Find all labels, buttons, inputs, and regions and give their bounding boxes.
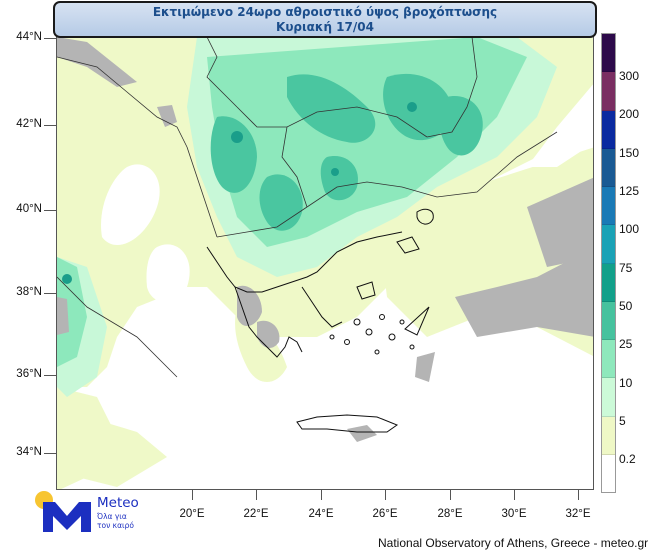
map-title-box: Εκτιμώμενο 24ωρο αθροιστικό ύψος βροχόπτ…: [53, 1, 597, 38]
colorbar-segment-gt300: [602, 34, 615, 73]
lon-tick-32: [578, 490, 579, 500]
lat-tick-40: [44, 210, 56, 211]
map-title: Εκτιμώμενο 24ωρο αθροιστικό ύψος βροχόπτ…: [152, 5, 498, 19]
lat-tick-34: [44, 453, 56, 454]
lon-tick-24: [321, 490, 322, 500]
precipitation-map: [56, 36, 594, 490]
lon-label-26: 26°E: [372, 508, 398, 520]
lat-label-34: 34°N: [16, 446, 42, 458]
colorbar-label-100: 100: [619, 222, 640, 236]
lon-tick-28: [450, 490, 451, 500]
colorbar-segment-25-50: [602, 301, 615, 340]
colorbar-label-0.2: 0.2: [619, 452, 636, 466]
logo-tagline: Όλα για τον καιρό: [97, 512, 134, 530]
lon-label-22: 22°E: [243, 508, 269, 520]
logo-brand: Meteo: [97, 495, 139, 511]
colorbar-label-200: 200: [619, 107, 640, 121]
logo-tagline-line1: Όλα για: [97, 512, 127, 521]
lon-label-30: 30°E: [501, 508, 527, 520]
colorbar-label-50: 50: [619, 299, 633, 313]
footer-credit: National Observatory of Athens, Greece -…: [378, 536, 649, 550]
lat-tick-42: [44, 125, 56, 126]
lat-label-40: 40°N: [16, 203, 42, 215]
colorbar-label-75: 75: [619, 261, 633, 275]
lon-label-24: 24°E: [308, 508, 334, 520]
colorbar-segment-10-25: [602, 340, 615, 379]
colorbar-segment-50-75: [602, 263, 615, 302]
colorbar-label-125: 125: [619, 184, 640, 198]
logo-tagline-line2: τον καιρό: [97, 521, 134, 530]
colorbar-label-25: 25: [619, 337, 633, 351]
colorbar-segment-125-150: [602, 148, 615, 187]
lon-label-32: 32°E: [565, 508, 591, 520]
lon-tick-22: [256, 490, 257, 500]
lat-label-38: 38°N: [16, 286, 42, 298]
colorbar-segment-5-10: [602, 378, 615, 417]
colorbar-segment-0.2-5: [602, 416, 615, 455]
colorbar-segment-75-100: [602, 225, 615, 264]
colorbar-segment-200-300: [602, 72, 615, 111]
lat-tick-36: [44, 375, 56, 376]
precipitation-colorbar: [601, 33, 616, 493]
colorbar-label-150: 150: [619, 146, 640, 160]
colorbar-segment-lt0.2: [602, 454, 615, 492]
lon-label-20: 20°E: [179, 508, 205, 520]
lat-label-42: 42°N: [16, 118, 42, 130]
meteo-m-icon: [43, 502, 91, 532]
meteo-logo[interactable]: Meteo Όλα για τον καιρό: [33, 490, 143, 532]
lon-tick-30: [514, 490, 515, 500]
lon-label-28: 28°E: [437, 508, 463, 520]
colorbar-label-300: 300: [619, 69, 640, 83]
colorbar-label-10: 10: [619, 376, 633, 390]
lon-tick-20: [192, 490, 193, 500]
map-date: Κυριακή 17/04: [276, 20, 374, 34]
lat-tick-38: [44, 293, 56, 294]
map-canvas: [57, 37, 593, 489]
lon-tick-26: [385, 490, 386, 500]
colorbar-segment-100-125: [602, 187, 615, 226]
lat-tick-44: [44, 38, 56, 39]
colorbar-label-5: 5: [619, 414, 626, 428]
lat-label-44: 44°N: [16, 31, 42, 43]
lat-label-36: 36°N: [16, 368, 42, 380]
colorbar-segment-150-200: [602, 110, 615, 149]
